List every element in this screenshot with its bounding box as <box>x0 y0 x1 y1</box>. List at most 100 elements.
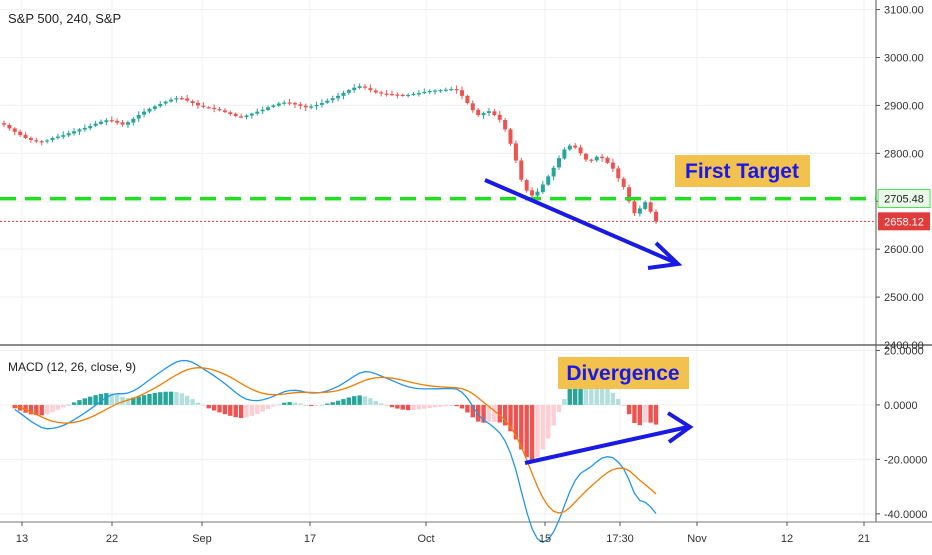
macd-hist-bar <box>621 404 626 406</box>
x-tick-label: 12 <box>781 533 793 545</box>
macd-hist-bar <box>616 398 621 405</box>
candle-body <box>486 111 491 113</box>
candle-body <box>276 103 281 106</box>
macd-hist-bar <box>411 404 416 411</box>
signal-line <box>14 367 657 514</box>
x-tick-label: 21 <box>858 533 870 545</box>
candle-body <box>508 129 513 144</box>
candle-body <box>476 109 481 115</box>
macd-hist-bar <box>174 392 179 405</box>
macd-hist-bar <box>281 402 287 405</box>
candle-body <box>573 145 578 148</box>
macd-hist-bar <box>265 404 271 409</box>
candle-body <box>416 92 421 95</box>
last-price-label: 2658.12 <box>884 216 924 228</box>
macd-hist-bar <box>39 404 44 416</box>
macd-hist-bar <box>50 404 55 413</box>
candle-body <box>627 187 632 202</box>
macd-hist-bar <box>308 404 314 406</box>
candle-body <box>287 102 292 104</box>
macd-hist-bar <box>287 402 292 405</box>
macd-hist-bar <box>190 399 195 405</box>
candle-body <box>470 103 475 111</box>
macd-tick-label: -40.0000 <box>884 509 927 521</box>
macd-hist-bar <box>292 402 298 405</box>
macd-hist-bar <box>77 400 82 405</box>
macd-hist-bar <box>529 404 535 461</box>
candle-body <box>546 176 551 185</box>
candle-body <box>411 93 416 96</box>
macd-hist-bar <box>82 398 88 405</box>
candle-body <box>292 103 297 105</box>
macd-hist-bar <box>578 381 583 405</box>
macd-hist-bar <box>222 404 228 415</box>
candle-body <box>179 98 184 100</box>
candle-body <box>346 90 351 93</box>
x-tick-label: Sep <box>192 533 212 545</box>
candle-body <box>298 104 303 106</box>
macd-hist-bar <box>319 404 325 406</box>
macd-hist-bar <box>314 404 319 406</box>
candle-body <box>195 102 200 106</box>
candle-body <box>578 147 583 154</box>
macd-hist-bar <box>298 403 303 405</box>
macd-hist-bar <box>502 404 508 426</box>
macd-hist-bar <box>206 404 211 409</box>
candle-body <box>384 93 389 95</box>
macd-hist-bar <box>44 404 50 415</box>
macd-tick-label: -20.0000 <box>884 454 927 466</box>
first-target-label: First Target <box>675 155 810 187</box>
x-tick-label: 17:30 <box>606 533 634 545</box>
macd-hist-bar <box>34 404 39 416</box>
candle-body <box>427 91 432 93</box>
price-tick-label: 2600.00 <box>884 244 924 256</box>
macd-hist-bar <box>427 404 432 409</box>
candle-body <box>438 90 443 92</box>
chart-title: S&P 500, 240, S&P <box>8 11 121 26</box>
candle-body <box>152 106 157 109</box>
macd-tick-label: 20.0000 <box>884 345 924 357</box>
macd-hist-bar <box>599 386 605 405</box>
candle-body <box>363 86 368 88</box>
candle-body <box>433 90 438 92</box>
macd-hist-bar <box>594 385 599 405</box>
candle-body <box>39 141 44 143</box>
candle-body <box>621 178 626 187</box>
divergence-text: Divergence <box>566 362 679 385</box>
macd-hist-bar <box>55 404 61 410</box>
candle-body <box>266 107 271 110</box>
macd-hist-bar <box>481 404 486 423</box>
candle-body <box>589 159 594 161</box>
candle-body <box>368 88 373 91</box>
candle-body <box>93 123 98 126</box>
macd-line <box>14 359 657 543</box>
candle-body <box>583 153 588 160</box>
candle-body <box>222 110 227 113</box>
macd-hist-bar <box>389 404 395 408</box>
candle-body <box>239 116 244 118</box>
candle-body <box>28 138 33 140</box>
candle-body <box>77 129 82 132</box>
macd-hist-bar <box>540 404 546 450</box>
candle-body <box>314 104 319 107</box>
target-price-label: 2705.48 <box>884 194 924 206</box>
price-axis: 3100.003000.002900.002800.002700.002600.… <box>876 5 924 352</box>
candle-body <box>319 103 324 105</box>
macd-hist-bar <box>141 395 147 405</box>
macd-hist-bar <box>120 396 125 405</box>
macd-hist-bar <box>395 404 400 409</box>
candle-body <box>551 167 556 177</box>
candle-body <box>131 118 136 123</box>
macd-hist-bar <box>93 395 98 405</box>
macd-hist-bar <box>271 404 276 407</box>
x-tick-label: 17 <box>304 533 316 545</box>
candle-body <box>163 101 168 104</box>
macd-hist-bar <box>217 404 222 413</box>
macd-hist-bar <box>125 397 131 405</box>
macd-hist-bar <box>562 399 567 405</box>
price-tick-label: 2800.00 <box>884 148 924 160</box>
candle-body <box>503 119 508 130</box>
macd-hist-bar <box>341 399 346 405</box>
macd-hist-bar <box>443 404 449 407</box>
candle-body <box>18 131 23 136</box>
